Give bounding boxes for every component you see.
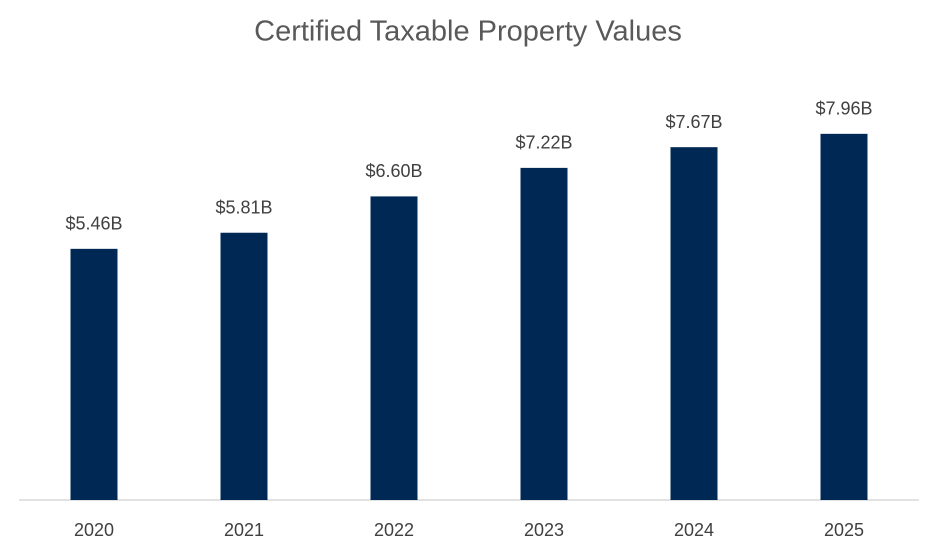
data-label: $6.60B	[365, 161, 422, 181]
x-tick-label: 2020	[74, 520, 114, 540]
x-tick-label: 2021	[224, 520, 264, 540]
bar	[670, 147, 718, 500]
data-label: $7.67B	[665, 112, 722, 132]
bar	[370, 196, 418, 500]
data-label: $7.22B	[515, 133, 572, 153]
bar	[70, 248, 118, 500]
data-label: $7.96B	[815, 99, 872, 119]
data-label: $5.46B	[65, 214, 122, 234]
bar	[820, 133, 868, 500]
x-tick-label: 2022	[374, 520, 414, 540]
bar	[220, 232, 268, 501]
bar	[520, 167, 568, 500]
data-label: $5.81B	[215, 197, 272, 217]
x-tick-label: 2023	[524, 520, 564, 540]
chart-title: Certified Taxable Property Values	[254, 16, 682, 48]
x-tick-label: 2024	[674, 520, 714, 540]
x-tick-label: 2025	[824, 520, 864, 540]
